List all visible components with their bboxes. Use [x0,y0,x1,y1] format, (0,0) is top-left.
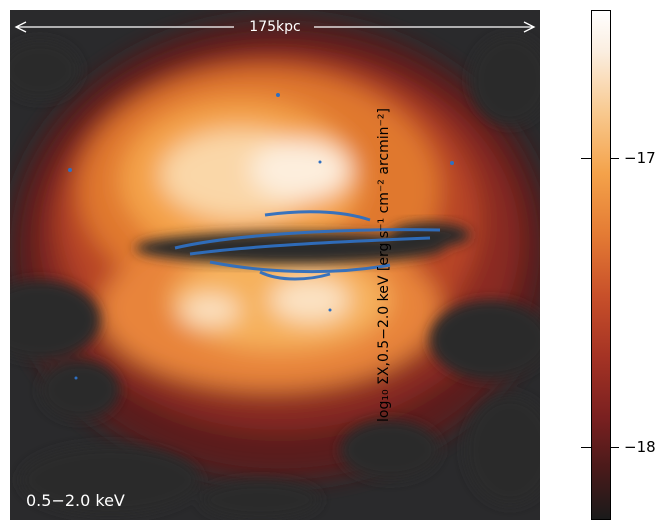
stellar-disk-overlay [174,210,441,281]
scale-bar-label: 175kpc [249,19,301,35]
colorbar-tick-left [581,158,591,159]
colorbar-tick-label: −17 [624,149,656,167]
emission-image [10,10,540,520]
colorbar-tick-left [581,447,591,448]
colorbar-axis-label: log₁₀ ΣX,0.5−2.0 keV [erg s⁻¹ cm⁻² arcmi… [376,108,392,422]
colorbar-tick-right [611,447,619,448]
colorbar-tick-right [611,158,619,159]
energy-band-label: 0.5−2.0 keV [26,491,125,510]
scale-bar-arrow [14,21,536,33]
xray-emission-map: 175kpc 0.5−2.0 keV [10,10,540,520]
colorbar-tick-label: −18 [624,438,656,456]
colorbar [591,10,611,520]
